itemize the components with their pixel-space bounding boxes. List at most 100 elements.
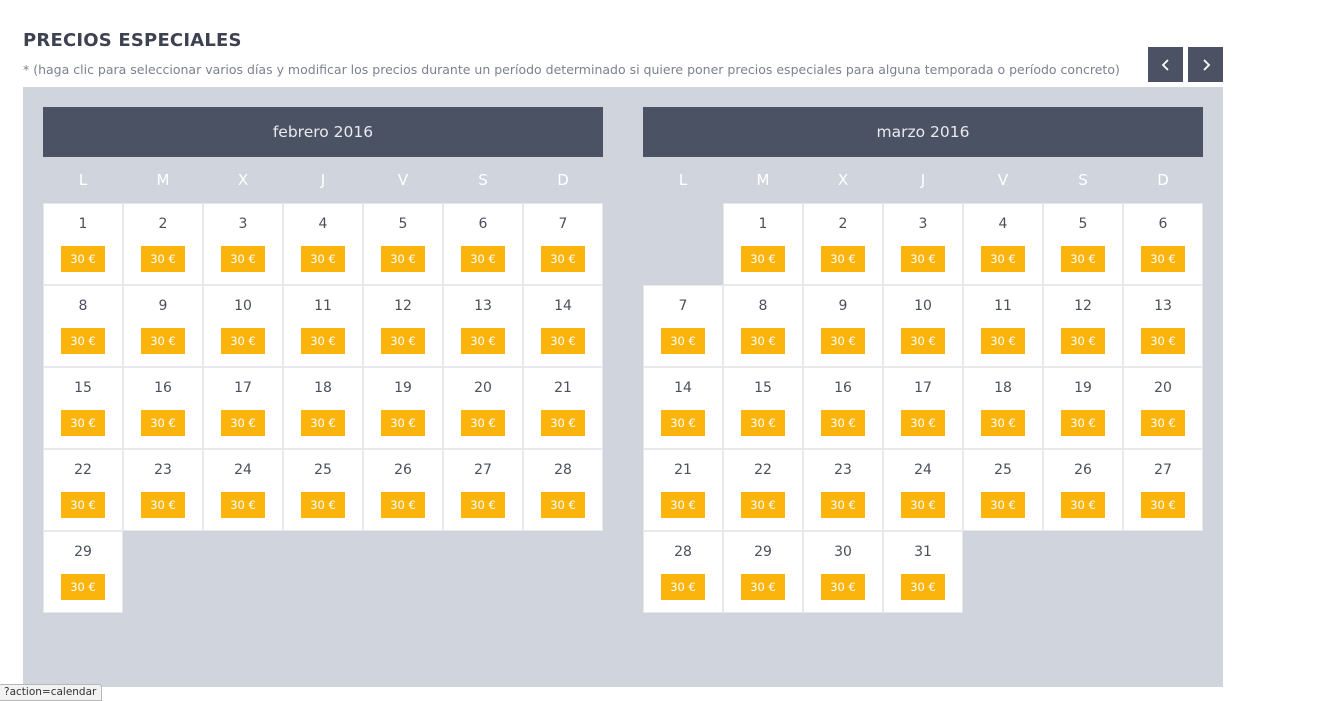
price-badge: 30 €	[221, 410, 265, 436]
price-badge: 30 €	[381, 410, 425, 436]
day-cell[interactable]: 23 30 €	[803, 449, 883, 531]
day-number: 18	[994, 380, 1012, 396]
day-cell[interactable]: 9 30 €	[803, 285, 883, 367]
day-number: 12	[394, 298, 412, 314]
day-cell[interactable]: 17 30 €	[203, 367, 283, 449]
day-cell[interactable]: 1 30 €	[43, 203, 123, 285]
day-cell[interactable]: 14 30 €	[523, 285, 603, 367]
day-cell[interactable]: 6 30 €	[1123, 203, 1203, 285]
day-cell[interactable]: 15 30 €	[43, 367, 123, 449]
price-badge: 30 €	[141, 328, 185, 354]
day-cell[interactable]: 10 30 €	[203, 285, 283, 367]
day-cell[interactable]: 5 30 €	[363, 203, 443, 285]
day-cell[interactable]: 5 30 €	[1043, 203, 1123, 285]
day-cell[interactable]: 4 30 €	[283, 203, 363, 285]
day-cell[interactable]: 1 30 €	[723, 203, 803, 285]
day-cell[interactable]: 21 30 €	[523, 367, 603, 449]
weekday-label: J	[320, 171, 326, 189]
price-badge: 30 €	[1061, 410, 1105, 436]
day-cell[interactable]: 9 30 €	[123, 285, 203, 367]
chevron-left-icon	[1161, 58, 1169, 71]
day-number: 31	[914, 544, 932, 560]
calendar-panel: febrero 2016 L M X J V S D 1 30 € 2 30 € 3 30 € 4 30 …	[23, 87, 1223, 687]
day-cell[interactable]: 22 30 €	[723, 449, 803, 531]
day-cell[interactable]: 12 30 €	[363, 285, 443, 367]
day-number: 23	[154, 462, 172, 478]
day-number: 14	[554, 298, 572, 314]
day-number: 9	[838, 298, 848, 314]
day-cell[interactable]: 27 30 €	[443, 449, 523, 531]
day-cell[interactable]: 29 30 €	[43, 531, 123, 613]
day-cell[interactable]: 24 30 €	[203, 449, 283, 531]
day-cell[interactable]: 17 30 €	[883, 367, 963, 449]
day-cell[interactable]: 29 30 €	[723, 531, 803, 613]
day-cell[interactable]: 12 30 €	[1043, 285, 1123, 367]
day-cell[interactable]: 27 30 €	[1123, 449, 1203, 531]
day-cell[interactable]: 18 30 €	[963, 367, 1043, 449]
day-cell[interactable]: 21 30 €	[643, 449, 723, 531]
day-cell[interactable]: 8 30 €	[723, 285, 803, 367]
day-cell[interactable]: 13 30 €	[443, 285, 523, 367]
day-number: 27	[474, 462, 492, 478]
day-number: 17	[914, 380, 932, 396]
price-badge: 30 €	[461, 492, 505, 518]
day-cell[interactable]: 2 30 €	[803, 203, 883, 285]
day-cell[interactable]: 30 30 €	[803, 531, 883, 613]
day-cell[interactable]: 11 30 €	[963, 285, 1043, 367]
day-cell[interactable]: 26 30 €	[363, 449, 443, 531]
day-number: 6	[1158, 216, 1168, 232]
day-cell[interactable]: 26 30 €	[1043, 449, 1123, 531]
day-cell[interactable]: 2 30 €	[123, 203, 203, 285]
day-cell[interactable]: 31 30 €	[883, 531, 963, 613]
day-cell[interactable]: 25 30 €	[283, 449, 363, 531]
prev-month-button[interactable]	[1148, 47, 1183, 82]
day-number: 4	[998, 216, 1008, 232]
day-cell[interactable]: 19 30 €	[1043, 367, 1123, 449]
price-badge: 30 €	[301, 328, 345, 354]
day-cell[interactable]: 11 30 €	[283, 285, 363, 367]
chevron-right-icon	[1202, 58, 1210, 71]
month-header: febrero 2016	[43, 107, 603, 157]
day-cell[interactable]: 20 30 €	[443, 367, 523, 449]
day-cell[interactable]: 8 30 €	[43, 285, 123, 367]
day-cell[interactable]: 7 30 €	[643, 285, 723, 367]
day-number: 21	[554, 380, 572, 396]
day-cell[interactable]: 16 30 €	[123, 367, 203, 449]
day-cell[interactable]: 24 30 €	[883, 449, 963, 531]
price-badge: 30 €	[1141, 246, 1185, 272]
day-cell[interactable]: 28 30 €	[523, 449, 603, 531]
day-cell[interactable]: 19 30 €	[363, 367, 443, 449]
day-cell[interactable]: 18 30 €	[283, 367, 363, 449]
day-number: 29	[74, 544, 92, 560]
day-cell[interactable]: 7 30 €	[523, 203, 603, 285]
price-badge: 30 €	[981, 492, 1025, 518]
day-cell[interactable]: 28 30 €	[643, 531, 723, 613]
day-cell[interactable]: 13 30 €	[1123, 285, 1203, 367]
weekday-label: M	[756, 171, 770, 189]
day-number: 6	[478, 216, 488, 232]
day-cell[interactable]: 15 30 €	[723, 367, 803, 449]
price-badge: 30 €	[461, 328, 505, 354]
day-cell[interactable]: 3 30 €	[203, 203, 283, 285]
day-cell[interactable]: 6 30 €	[443, 203, 523, 285]
day-cell[interactable]: 4 30 €	[963, 203, 1043, 285]
day-cell[interactable]: 10 30 €	[883, 285, 963, 367]
price-badge: 30 €	[1141, 492, 1185, 518]
price-badge: 30 €	[221, 328, 265, 354]
day-cell[interactable]: 3 30 €	[883, 203, 963, 285]
day-number: 20	[1154, 380, 1172, 396]
day-cell[interactable]: 23 30 €	[123, 449, 203, 531]
day-number: 20	[474, 380, 492, 396]
day-cell[interactable]: 16 30 €	[803, 367, 883, 449]
day-cell[interactable]: 22 30 €	[43, 449, 123, 531]
next-month-button[interactable]	[1188, 47, 1223, 82]
weekday-label: S	[1078, 171, 1088, 189]
price-badge: 30 €	[741, 492, 785, 518]
price-badge: 30 €	[661, 328, 705, 354]
day-cell[interactable]: 20 30 €	[1123, 367, 1203, 449]
price-badge: 30 €	[901, 246, 945, 272]
day-cell[interactable]: 25 30 €	[963, 449, 1043, 531]
price-badge: 30 €	[61, 492, 105, 518]
day-cell[interactable]: 14 30 €	[643, 367, 723, 449]
